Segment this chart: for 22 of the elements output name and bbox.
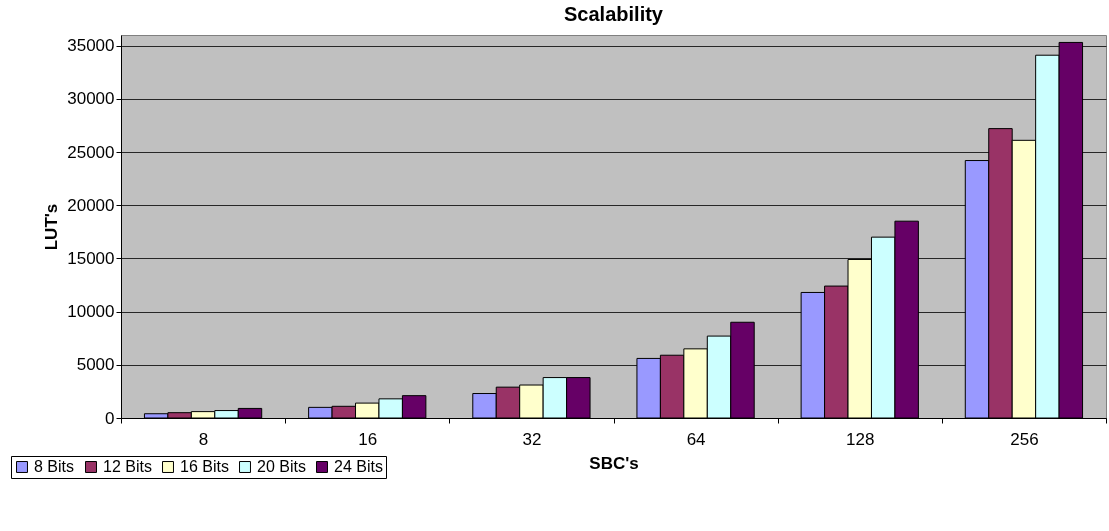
legend-label: 16 Bits xyxy=(180,458,229,475)
x-tick-label: 256 xyxy=(1010,429,1039,449)
legend-label: 20 Bits xyxy=(257,458,306,475)
x-tick-label: 16 xyxy=(358,429,378,449)
y-tick-label: 5000 xyxy=(76,355,115,375)
legend-label: 24 Bits xyxy=(334,458,383,475)
y-tick-label: 35000 xyxy=(67,36,115,56)
x-tick-label: 128 xyxy=(846,429,875,449)
x-tick-label: 32 xyxy=(522,429,542,449)
y-axis-title: LUT's xyxy=(42,203,62,251)
y-tick-label: 0 xyxy=(105,408,115,428)
y-tick-label: 25000 xyxy=(67,142,115,162)
x-tick-label: 64 xyxy=(686,429,706,449)
y-tick-label: 10000 xyxy=(67,302,115,322)
y-tick-label: 20000 xyxy=(67,195,115,215)
chart-title: Scalability xyxy=(564,3,664,25)
y-tick-label: 30000 xyxy=(67,89,115,109)
legend-label: 12 Bits xyxy=(103,458,152,475)
legend-label: 8 Bits xyxy=(34,458,75,475)
x-axis-title: SBC's xyxy=(589,453,639,473)
x-tick-label: 8 xyxy=(198,429,209,449)
y-tick-label: 15000 xyxy=(67,248,115,268)
